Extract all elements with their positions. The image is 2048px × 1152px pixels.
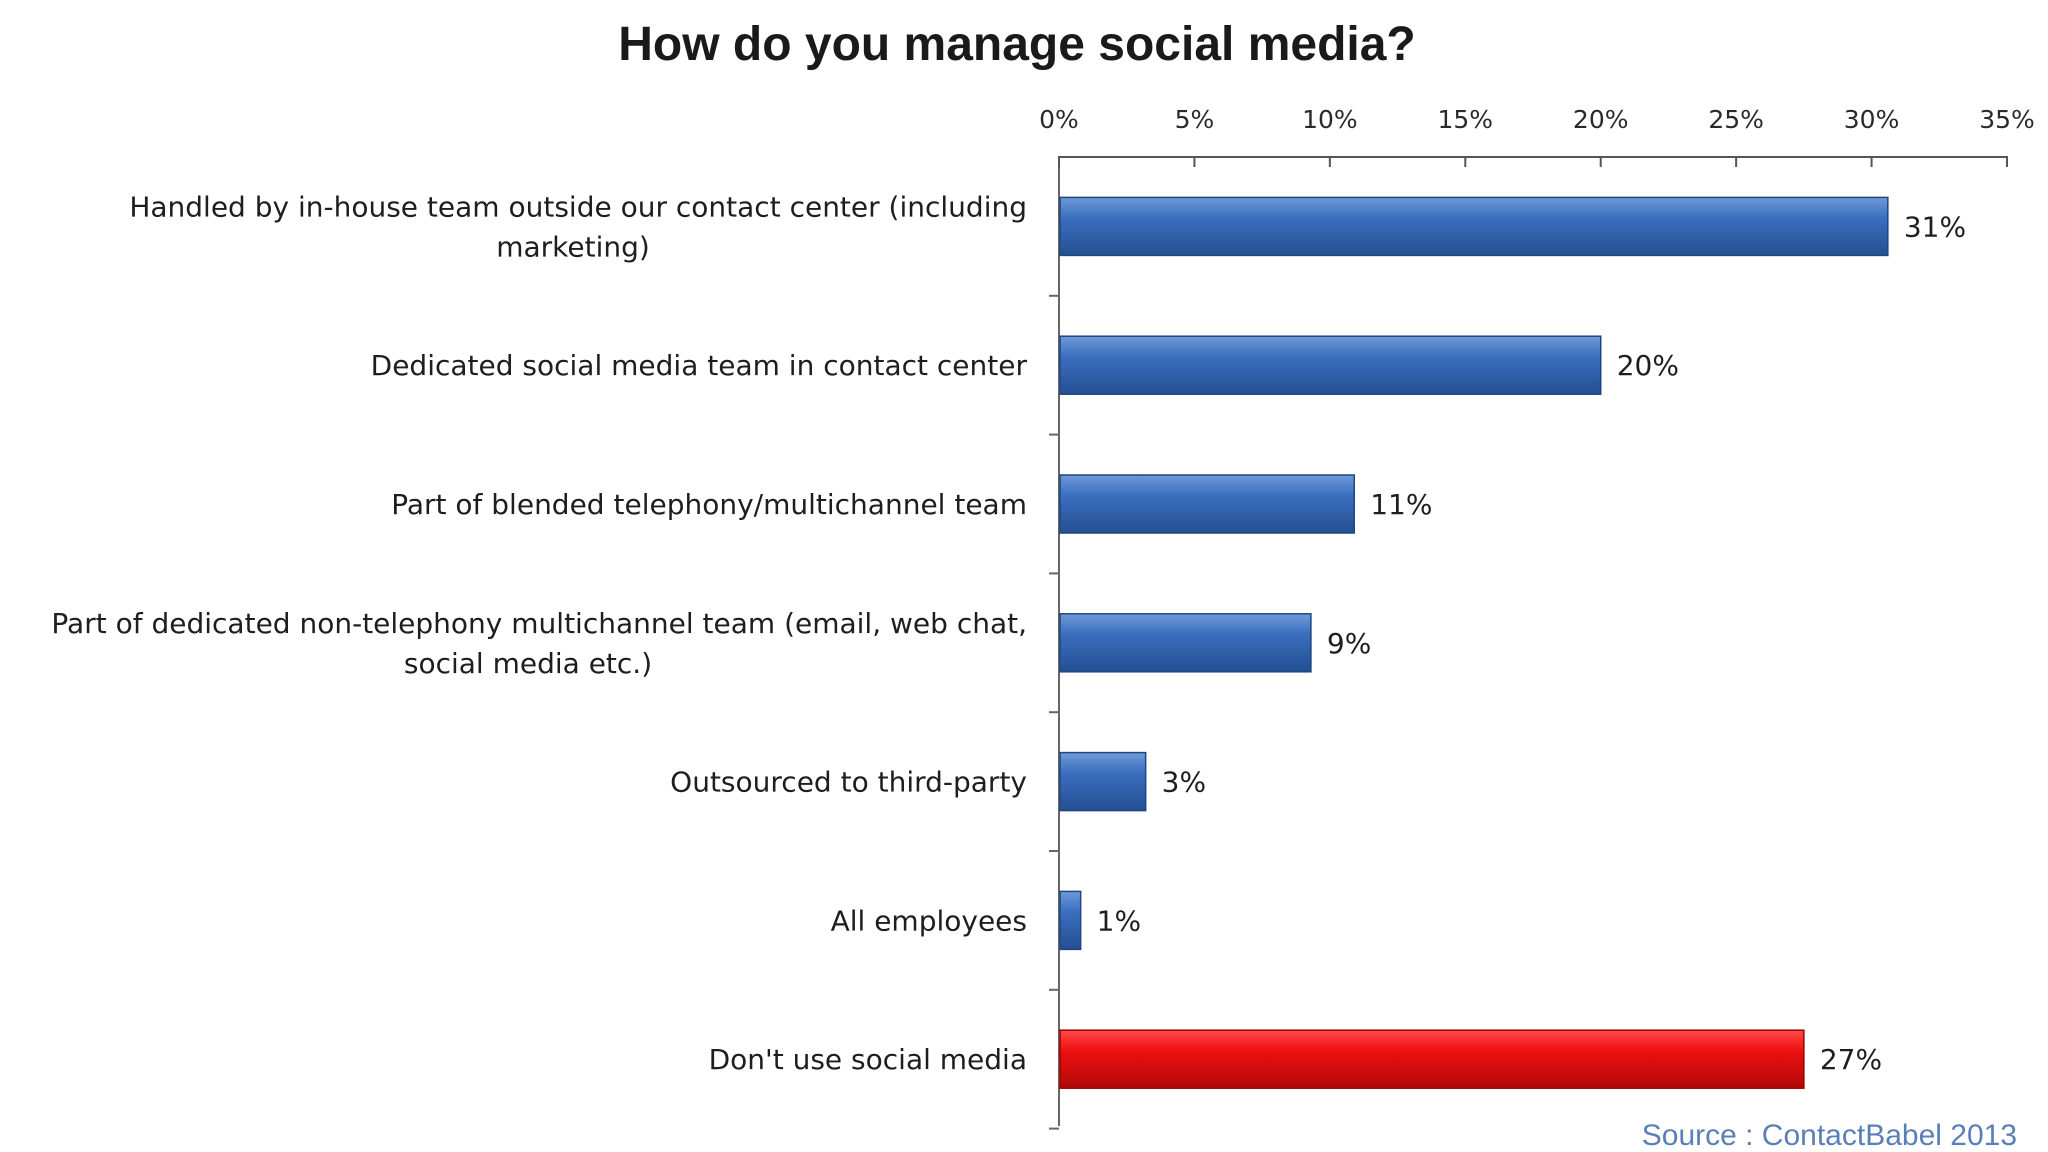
- x-axis: 0% 5% 10% 15% 20% 25% 30% 35%: [1039, 105, 2035, 1130]
- bar: [1059, 335, 1602, 395]
- category-label: Don't use social media: [709, 1043, 1027, 1076]
- category-labels: Handled by in-house team outside our con…: [51, 190, 1027, 1076]
- bar-value-label: 3%: [1162, 766, 1206, 799]
- chart-title: How do you manage social media?: [618, 18, 1416, 71]
- bar: [1059, 196, 1889, 257]
- source-note: Source : ContactBabel 2013: [1642, 1119, 2017, 1152]
- bars: 31% 20% 11% 9% 3% 1% 27%: [1059, 196, 1966, 1089]
- x-tick-label: 35%: [1979, 105, 2035, 134]
- x-tick-label: 25%: [1708, 105, 1764, 134]
- bar-value-label: 27%: [1820, 1043, 1882, 1076]
- x-tick-label: 15%: [1437, 105, 1493, 134]
- category-label: Part of blended telephony/multichannel t…: [391, 488, 1027, 521]
- bar-value-label: 31%: [1904, 210, 1966, 243]
- category-label: social media etc.): [404, 647, 652, 680]
- category-label: marketing): [496, 230, 650, 263]
- x-tick-label: 10%: [1302, 105, 1358, 134]
- bar-value-label: 20%: [1617, 349, 1679, 382]
- x-tick-label: 20%: [1573, 105, 1629, 134]
- category-label: Dedicated social media team in contact c…: [371, 349, 1028, 382]
- category-label: Part of dedicated non-telephony multicha…: [51, 607, 1027, 640]
- category-label: Outsourced to third-party: [670, 766, 1027, 799]
- bar-value-label: 9%: [1327, 627, 1371, 660]
- x-tick-label: 5%: [1175, 105, 1215, 134]
- category-label: Handled by in-house team outside our con…: [129, 190, 1027, 223]
- x-tick-label: 0%: [1039, 105, 1079, 134]
- bar: [1059, 474, 1355, 534]
- bar: [1059, 1029, 1805, 1089]
- bar-value-label: 1%: [1097, 904, 1141, 937]
- bar: [1059, 613, 1312, 673]
- bar: [1059, 890, 1082, 951]
- bar: [1059, 751, 1147, 812]
- bar-value-label: 11%: [1370, 488, 1432, 521]
- category-label: All employees: [831, 904, 1027, 937]
- x-tick-label: 30%: [1844, 105, 1900, 134]
